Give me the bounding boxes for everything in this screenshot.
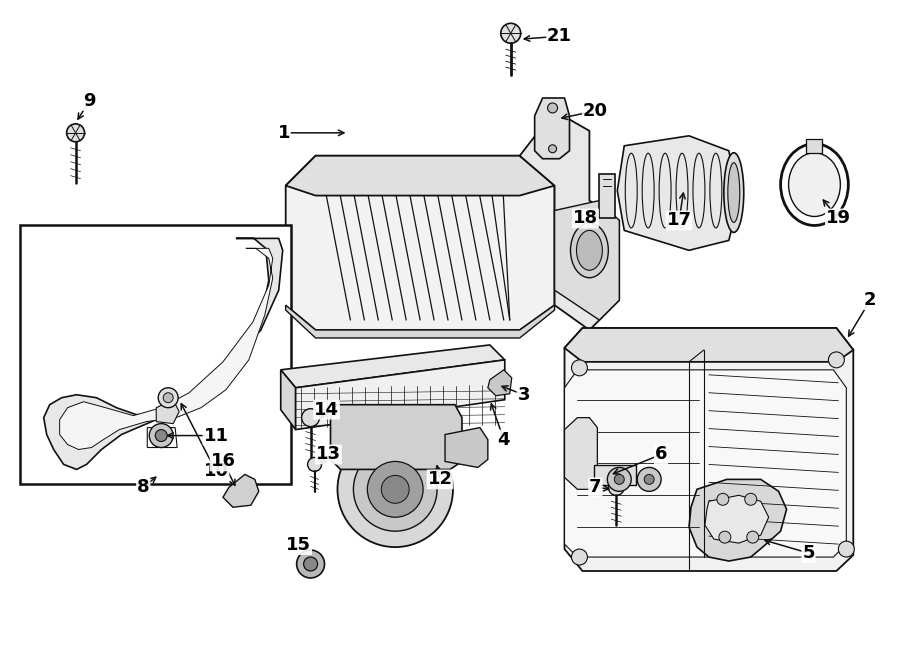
Text: 20: 20 [583, 102, 608, 120]
Circle shape [747, 531, 759, 543]
Circle shape [308, 457, 321, 471]
Circle shape [717, 493, 729, 505]
Polygon shape [535, 98, 570, 159]
Bar [806, 139, 823, 153]
Polygon shape [330, 404, 462, 469]
Ellipse shape [571, 223, 608, 278]
Circle shape [828, 352, 844, 368]
Polygon shape [285, 305, 554, 338]
Polygon shape [564, 328, 853, 362]
Circle shape [297, 550, 325, 578]
Ellipse shape [788, 153, 841, 216]
Text: 10: 10 [203, 463, 229, 481]
Polygon shape [689, 479, 787, 561]
Circle shape [572, 549, 588, 565]
Ellipse shape [577, 230, 602, 270]
Text: 5: 5 [802, 544, 814, 562]
Circle shape [608, 467, 631, 491]
Circle shape [608, 479, 625, 495]
Ellipse shape [724, 153, 743, 232]
Circle shape [302, 408, 319, 426]
Polygon shape [445, 428, 488, 467]
Circle shape [637, 467, 662, 491]
Circle shape [382, 475, 410, 503]
Polygon shape [285, 156, 554, 330]
Circle shape [547, 103, 557, 113]
Polygon shape [617, 136, 739, 250]
Text: 11: 11 [203, 426, 229, 445]
Polygon shape [564, 418, 598, 489]
Polygon shape [705, 495, 769, 543]
Circle shape [158, 388, 178, 408]
Circle shape [338, 432, 453, 547]
Circle shape [67, 124, 85, 142]
Polygon shape [488, 370, 512, 396]
Text: 16: 16 [211, 452, 236, 471]
Bar [594, 465, 636, 485]
Polygon shape [59, 248, 273, 449]
Polygon shape [599, 173, 616, 218]
Text: 19: 19 [826, 209, 850, 228]
Circle shape [745, 493, 757, 505]
Polygon shape [223, 475, 259, 507]
Text: 9: 9 [84, 92, 95, 110]
Circle shape [500, 23, 521, 43]
Polygon shape [281, 370, 296, 430]
Text: 8: 8 [137, 479, 149, 496]
Polygon shape [296, 360, 505, 430]
Polygon shape [519, 111, 619, 330]
Circle shape [163, 393, 173, 402]
Polygon shape [554, 201, 619, 320]
Text: 15: 15 [286, 536, 311, 554]
Circle shape [367, 461, 423, 517]
Text: 12: 12 [428, 471, 453, 489]
Circle shape [303, 557, 318, 571]
Circle shape [644, 475, 654, 485]
Text: 21: 21 [547, 27, 572, 45]
Text: 2: 2 [864, 291, 877, 309]
Circle shape [719, 531, 731, 543]
Circle shape [615, 475, 625, 485]
Polygon shape [564, 328, 853, 571]
Polygon shape [44, 238, 283, 469]
Text: 13: 13 [316, 446, 341, 463]
Circle shape [155, 430, 167, 442]
Circle shape [354, 448, 437, 531]
Circle shape [149, 424, 173, 448]
Text: 3: 3 [518, 386, 530, 404]
Circle shape [572, 360, 588, 376]
Circle shape [839, 541, 854, 557]
Text: 7: 7 [590, 479, 601, 496]
Text: 6: 6 [655, 446, 668, 463]
Polygon shape [285, 156, 554, 195]
Text: 4: 4 [498, 430, 510, 449]
Polygon shape [564, 370, 846, 557]
Polygon shape [281, 345, 505, 388]
Polygon shape [157, 400, 179, 424]
Text: 1: 1 [277, 124, 290, 142]
Ellipse shape [728, 163, 740, 222]
Bar [20, 226, 291, 485]
Text: 18: 18 [573, 209, 598, 228]
Text: 17: 17 [667, 211, 691, 230]
Circle shape [549, 145, 556, 153]
Text: 14: 14 [314, 401, 339, 418]
